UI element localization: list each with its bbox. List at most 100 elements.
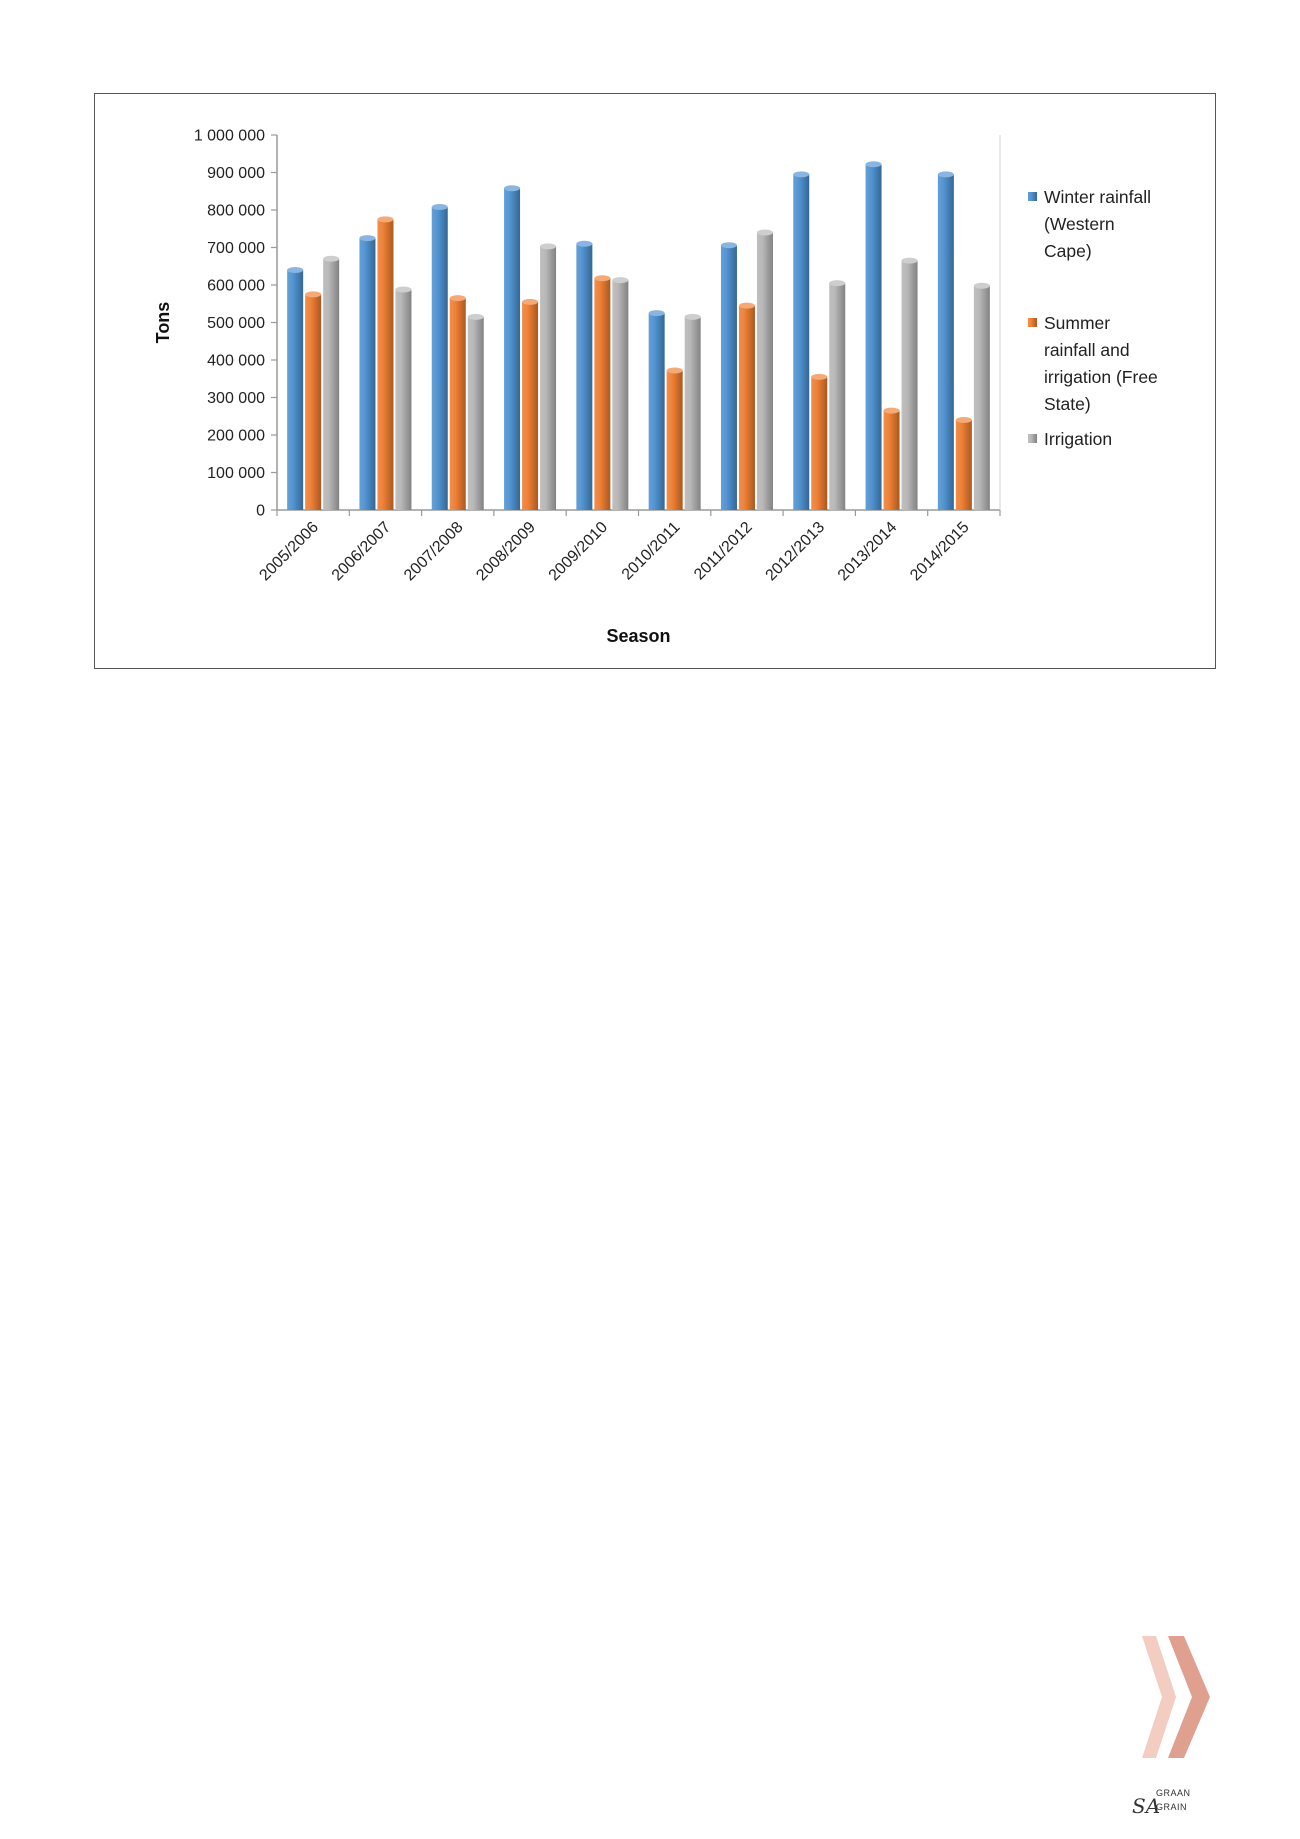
bar [395, 289, 412, 510]
y-axis-title: Tons [153, 302, 173, 344]
bar-cap [684, 313, 701, 320]
bar-cap [865, 161, 882, 168]
bar-cap [359, 235, 376, 242]
bar-cap [937, 171, 954, 178]
bar [973, 285, 990, 510]
bar-cap [576, 240, 593, 247]
x-tick-label: 2007/2008 [401, 519, 467, 585]
bar [540, 246, 557, 510]
legend-label: Cape) [1044, 241, 1092, 261]
legend-label: (Western [1044, 214, 1115, 234]
bar [359, 238, 376, 510]
bar [323, 258, 340, 510]
legend-swatch [1028, 318, 1037, 327]
bar-chart: 0 100 000 200 000 300 000 400 000 500 000 600 … [153, 128, 1158, 647]
x-tick-label: 2005/2006 [256, 519, 322, 585]
bar [648, 313, 665, 510]
bar-cap [504, 185, 521, 192]
bar [829, 283, 846, 510]
chevron-right-icon [1142, 1636, 1210, 1758]
bar [377, 219, 394, 510]
x-tick-label: 2009/2010 [546, 519, 612, 585]
chevron-back-shape [1142, 1636, 1176, 1758]
y-tick-label: 1 000 000 [194, 128, 265, 145]
chevron-front-shape [1168, 1636, 1210, 1758]
bar [738, 305, 755, 510]
legend-label: Irrigation [1044, 429, 1112, 449]
bar-cap [829, 280, 846, 287]
bar-cap [666, 367, 683, 374]
bar [449, 298, 466, 510]
bar [720, 245, 737, 510]
y-tick-label: 100 000 [207, 465, 265, 482]
bar-cap [449, 295, 466, 302]
bar [522, 301, 539, 510]
x-axis-title: Season [606, 626, 670, 646]
x-tick-label: 2011/2012 [691, 519, 756, 584]
bar-cap [377, 216, 394, 223]
legend-label: Winter rainfall [1044, 187, 1151, 207]
x-tick-label: 2006/2007 [329, 519, 395, 585]
bar [576, 243, 593, 510]
bar-cap [811, 373, 828, 380]
bar [467, 316, 484, 510]
logo-graan-text: GRAAN [1156, 1788, 1191, 1798]
bar-cap [467, 313, 484, 320]
y-tick-label: 0 [256, 503, 265, 520]
y-tick-label: 800 000 [207, 203, 265, 220]
legend-label: rainfall and [1044, 340, 1130, 360]
bar [431, 207, 448, 510]
sa-grain-logo: SA GRAAN GRAIN [1128, 1786, 1208, 1820]
bar-cap [738, 302, 755, 309]
bar-cap [594, 275, 611, 282]
bar [937, 174, 954, 510]
bar-cap [323, 255, 340, 262]
legend-label: State) [1044, 394, 1091, 414]
x-tick-label: 2014/2015 [907, 519, 973, 585]
bar [883, 410, 900, 510]
bar-cap [540, 243, 557, 250]
y-tick-label: 400 000 [207, 353, 265, 370]
legend-label: irrigation (Free [1044, 367, 1158, 387]
chart-frame: 0 100 000 200 000 300 000 400 000 500 000 600 … [94, 93, 1216, 669]
logo-grain-text: GRAIN [1156, 1802, 1188, 1812]
bar-cap [612, 277, 629, 284]
legend-swatch [1028, 192, 1037, 201]
bar [684, 316, 701, 510]
bar [955, 420, 972, 510]
bar-cap [395, 286, 412, 293]
bar-cap [883, 407, 900, 414]
bar [287, 270, 304, 510]
bar [305, 294, 322, 510]
logo-sa-text: SA [1132, 1794, 1161, 1818]
bar-cap [305, 291, 322, 298]
y-tick-label: 600 000 [207, 278, 265, 295]
bar-cap [901, 257, 918, 264]
bar-cap [431, 204, 448, 210]
bar-cap [756, 229, 773, 236]
bar-cap [793, 171, 810, 178]
bar-cap [720, 242, 737, 249]
x-tick-label: 2012/2013 [763, 519, 829, 585]
y-tick-label: 900 000 [207, 165, 265, 182]
x-tick-label: 2013/2014 [835, 519, 901, 585]
legend-label: Summer [1044, 313, 1110, 333]
bar [793, 174, 810, 510]
bar [865, 164, 882, 510]
x-tick-label: 2010/2011 [619, 519, 684, 584]
bar-cap [522, 298, 539, 305]
bar [504, 188, 521, 510]
bar-cap [973, 282, 990, 289]
bar-cap [955, 417, 972, 423]
y-tick-label: 300 000 [207, 390, 265, 407]
bar [612, 280, 629, 510]
bar [756, 232, 773, 510]
y-tick-label: 200 000 [207, 428, 265, 445]
x-tick-label: 2008/2009 [473, 519, 539, 585]
bar [811, 376, 828, 510]
bar-cap [287, 267, 304, 273]
bar [594, 278, 611, 510]
y-tick-label: 500 000 [207, 315, 265, 332]
y-tick-label: 700 000 [207, 240, 265, 257]
bar [666, 370, 683, 510]
